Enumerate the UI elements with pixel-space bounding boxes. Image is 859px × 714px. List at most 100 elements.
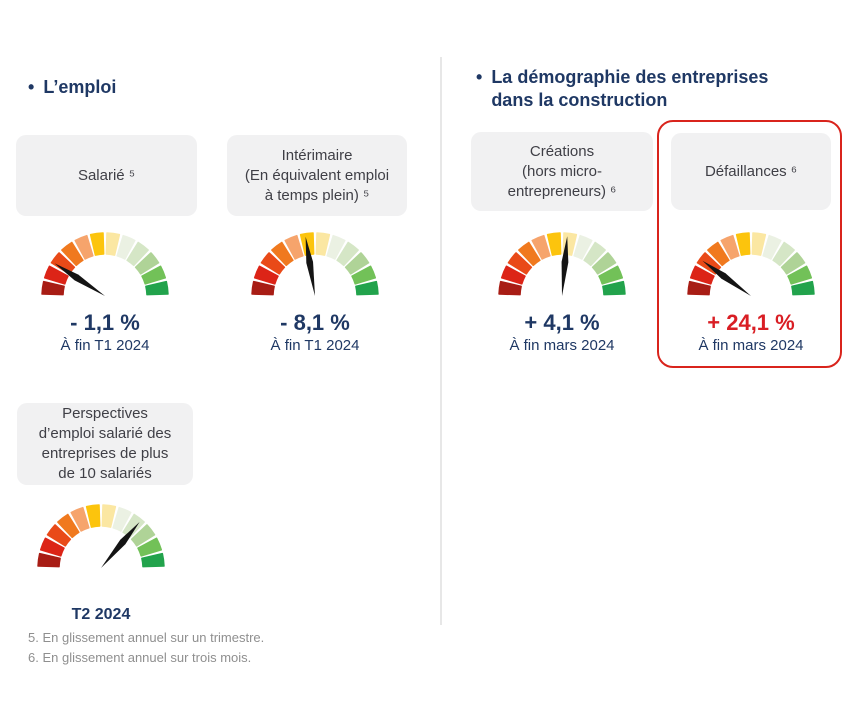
gauge-segment (326, 234, 346, 260)
gauge-segment (116, 234, 136, 260)
left-section-title: • L’emploi (28, 76, 116, 99)
card-perspectives: Perspectives d’emploi salarié des entrep… (17, 403, 193, 485)
gauge-segment (70, 506, 90, 532)
gauge-segment (74, 234, 94, 260)
card-creations-line3: entrepreneurs) ⁶ (507, 182, 617, 200)
gauge-segment (355, 280, 379, 296)
card-perspectives-line4: de 10 salariés (58, 465, 152, 482)
section-divider (440, 57, 442, 625)
right-section-title-label: La démographie des entreprises dans la c… (491, 66, 768, 112)
bullet-icon: • (476, 67, 483, 87)
gauge-needle (561, 236, 569, 296)
gauge-segment (253, 265, 279, 285)
gauge-segment (591, 252, 617, 275)
gauge-segment (772, 241, 795, 267)
card-interimaire-line2: (En équivalent emploi (244, 166, 390, 184)
gauge-segment (141, 552, 165, 568)
gauge-segment (85, 504, 101, 528)
right-section-title-line1: La démographie des entreprises (491, 67, 769, 87)
gauge-segment (500, 265, 526, 285)
gauge-segment (791, 280, 815, 296)
gauge-segment (531, 234, 551, 260)
gauge-segment (137, 537, 163, 557)
right-section-title-line2: dans la construction (491, 90, 668, 110)
gauge-segment (687, 280, 711, 296)
gauge-needle (101, 522, 140, 568)
gauge-segment (57, 513, 80, 539)
gauge-segment (518, 241, 541, 267)
card-perspectives-line3: entreprises de plus (41, 445, 169, 462)
left-section-title-label: L’emploi (43, 77, 117, 97)
defaillances-value: + 24,1 % (707, 310, 795, 335)
right-section-title: • La démographie des entreprises dans la… (476, 66, 768, 112)
footnote-5: 5. En glissement annuel sur un trimestre… (28, 630, 265, 645)
card-salarie: Salarié ⁵ (16, 135, 197, 216)
gauge-segment (507, 252, 533, 275)
card-perspectives-line2: d’emploi salarié des (38, 425, 172, 442)
salarie-period: À fin T1 2024 (60, 337, 150, 354)
card-defaillances: Défaillances ⁶ (671, 133, 831, 210)
gauge-segment (573, 234, 593, 260)
gauge-segment (141, 265, 167, 285)
gauge-segment (787, 265, 813, 285)
gauge-segment (315, 232, 331, 256)
gauge-interimaire (251, 232, 379, 296)
gauge-segment (89, 232, 105, 256)
gauge-segment (101, 504, 117, 528)
card-perspectives-line1: Perspectives (62, 405, 148, 422)
gauge-segment (336, 241, 359, 267)
defaillances-highlight-border (657, 120, 842, 368)
gauge-segment (260, 252, 286, 275)
gauge-segment (707, 241, 730, 267)
gauge-segment (271, 241, 294, 267)
gauge-needle (702, 260, 751, 296)
card-interimaire-line1: Intérimaire (281, 146, 353, 164)
bullet-icon: • (28, 77, 35, 97)
gauge-segment (130, 524, 156, 547)
footnote-6: 6. En glissement annuel sur trois mois. (28, 650, 252, 665)
gauge-salarie (41, 232, 169, 296)
creations-value: + 4,1 % (524, 310, 600, 335)
gauge-segment (751, 232, 767, 256)
card-creations-line1: Créations (529, 142, 595, 160)
card-interimaire: Intérimaire (En équivalent emploi à temp… (227, 135, 407, 216)
gauge-segment (762, 234, 782, 260)
interimaire-period: À fin T1 2024 (270, 337, 360, 354)
interimaire-value: - 8,1 % (280, 310, 350, 335)
gauge-segment (112, 506, 132, 532)
gauge-segment (344, 252, 370, 275)
gauge-segment (351, 265, 377, 285)
card-creations: Créations (hors micro- entrepreneurs) ⁶ (471, 132, 653, 211)
gauge-needle (54, 263, 105, 296)
gauge-segment (41, 280, 65, 296)
gauge-segment (126, 241, 149, 267)
gauge-segment (46, 524, 72, 547)
gauge-segment (43, 265, 69, 285)
gauge-segment (583, 241, 606, 267)
gauge-segment (37, 552, 61, 568)
perspectives-period: T2 2024 (71, 606, 131, 623)
gauge-perspectives (37, 504, 165, 568)
gauge-defaillances (687, 232, 815, 296)
gauge-segment (720, 234, 740, 260)
gauge-segment (61, 241, 84, 267)
gauge-segment (251, 280, 275, 296)
gauge-segment (780, 252, 806, 275)
defaillances-period: À fin mars 2024 (698, 337, 804, 354)
salarie-value: - 1,1 % (70, 310, 140, 335)
gauge-segment (546, 232, 562, 256)
card-interimaire-line3: à temps plein) ⁵ (264, 186, 370, 204)
gauge-needle (305, 236, 315, 296)
gauge-segment (145, 280, 169, 296)
gauge-segment (735, 232, 751, 256)
creations-period: À fin mars 2024 (509, 337, 615, 354)
gauge-creations (498, 232, 626, 296)
gauge-segment (39, 537, 65, 557)
gauge-segment (602, 280, 626, 296)
gauge-segment (284, 234, 304, 260)
card-salarie-label: Salarié ⁵ (77, 166, 136, 184)
gauge-segment (105, 232, 121, 256)
gauge-segment (498, 280, 522, 296)
gauge-segment (134, 252, 160, 275)
gauge-segment (598, 265, 624, 285)
